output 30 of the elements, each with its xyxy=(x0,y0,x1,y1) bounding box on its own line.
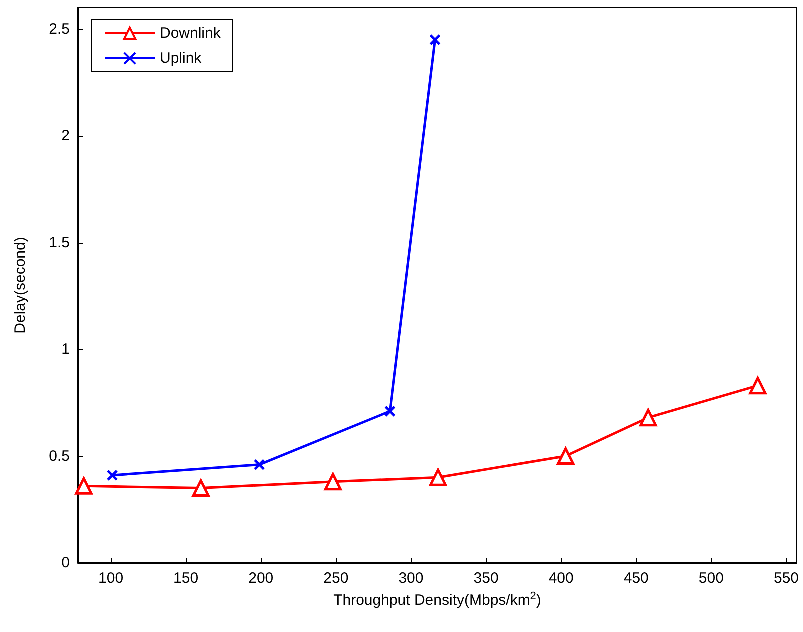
x-tick-label: 250 xyxy=(324,570,349,587)
point xyxy=(640,409,658,427)
x-tick-label: 300 xyxy=(398,570,424,587)
point xyxy=(430,468,447,486)
x-tick-label: 150 xyxy=(174,570,199,587)
legend-label: Uplink xyxy=(160,50,202,67)
y-tick-label: 0.5 xyxy=(49,448,70,465)
point xyxy=(557,448,575,466)
point xyxy=(75,477,93,495)
y-axis-title: Delay(second) xyxy=(12,237,29,334)
x-tick-label: 350 xyxy=(474,570,499,587)
legend-label: Downlink xyxy=(160,25,222,42)
y-tick-label: 2.5 xyxy=(49,20,70,38)
x-tick-label: 100 xyxy=(98,570,124,587)
point xyxy=(384,406,396,418)
y-tick-label: 2 xyxy=(62,128,70,145)
point xyxy=(192,480,210,498)
x-tick-label: 450 xyxy=(624,570,649,587)
point xyxy=(324,473,342,491)
y-tick-label: 0 xyxy=(62,554,70,572)
x-tick-label: 500 xyxy=(698,570,724,587)
x-tick-label: 550 xyxy=(774,570,800,587)
point xyxy=(749,377,767,395)
y-tick-label: 1.5 xyxy=(49,234,70,252)
y-tick-label: 1 xyxy=(62,341,70,358)
point xyxy=(430,34,441,46)
point xyxy=(106,470,118,482)
x-tick-label: 400 xyxy=(548,570,574,587)
point xyxy=(254,459,266,471)
x-tick-label: 200 xyxy=(248,570,274,587)
